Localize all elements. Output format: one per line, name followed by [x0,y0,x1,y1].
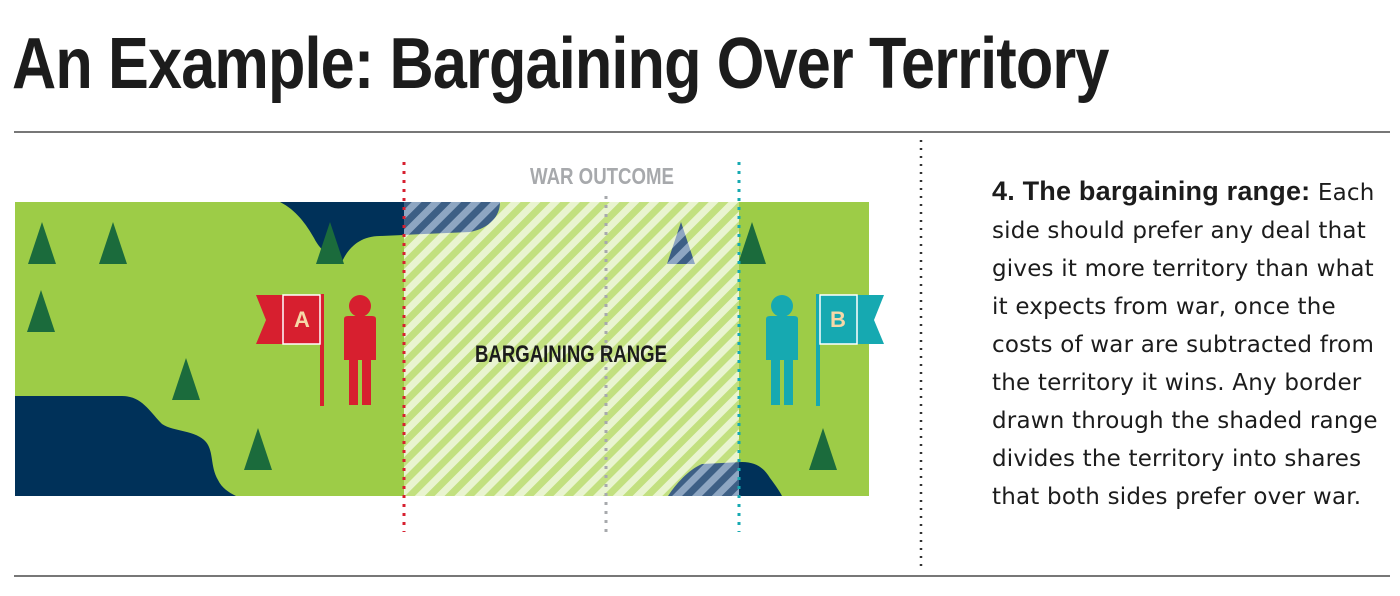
flag-b-label: B [830,307,846,332]
war-outcome-label: WAR OUTCOME [530,163,674,189]
bottom-divider [14,575,1390,577]
flag-a-label: A [294,307,310,332]
person-a-icon [344,295,376,405]
description-body: Each side should prefer any deal that gi… [992,180,1378,510]
side-b: B [766,294,884,406]
top-divider [14,131,1390,133]
tree-icon [28,222,56,264]
territory-diagram: WAR OUTCOME BARGAINING RANGE A B [15,162,884,532]
tree-icon [809,428,837,470]
tree-icon [738,222,766,264]
trees [27,222,837,470]
flag-pole-b [816,294,820,406]
bargaining-range-label: BARGAINING RANGE [475,341,667,368]
side-a: A [256,294,376,406]
separator-line [919,140,923,572]
description-heading: 4. The bargaining range: [992,176,1311,206]
page-title: An Example: Bargaining Over Territory [12,24,1109,104]
person-b-icon [766,295,798,405]
bargaining-range-description: 4. The bargaining range: Each side shoul… [992,172,1392,516]
tree-icon [27,290,55,332]
water-bottom-left [15,396,236,496]
tree-icon [316,222,344,264]
flag-pole-a [320,294,324,406]
tree-icon [244,428,272,470]
tree-icon [172,358,200,400]
tree-icon [99,222,127,264]
tree-icon [667,222,695,264]
